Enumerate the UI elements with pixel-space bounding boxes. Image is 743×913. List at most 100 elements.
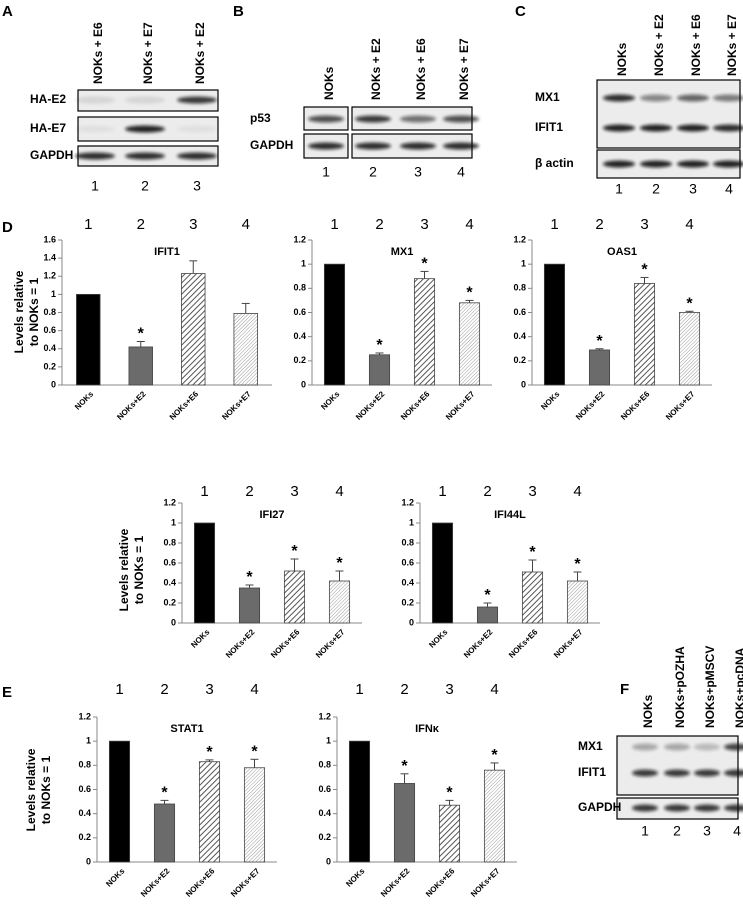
x-tick-label: NOKs+E6 bbox=[168, 389, 201, 422]
significance-star: * bbox=[686, 296, 693, 313]
blot-band bbox=[677, 124, 709, 132]
lane-number: 3 bbox=[189, 216, 197, 233]
chart-title: MX1 bbox=[391, 246, 414, 258]
x-tick-label: NOKs bbox=[427, 627, 449, 649]
x-tick-label: NOKs+E2 bbox=[574, 389, 607, 422]
significance-star: * bbox=[251, 744, 258, 761]
y-tick-label: 0.2 bbox=[401, 597, 414, 607]
y-tick-label: 1 bbox=[86, 736, 91, 746]
lane-number: 2 bbox=[141, 178, 149, 194]
y-tick-label: 0.8 bbox=[293, 283, 306, 293]
blot-band bbox=[677, 94, 709, 102]
y-tick-label: 0.8 bbox=[318, 760, 331, 770]
significance-star: * bbox=[206, 744, 213, 761]
lane-label: NOKs + E7 bbox=[457, 38, 471, 100]
y-tick-label: 0.6 bbox=[513, 307, 526, 317]
lane-label: NOKs + E2 bbox=[193, 22, 207, 84]
lane-number: 3 bbox=[193, 178, 201, 194]
lane-number: 1 bbox=[641, 823, 649, 839]
x-tick-label: NOKs bbox=[539, 389, 561, 411]
blot-box bbox=[596, 79, 741, 149]
blot-band bbox=[724, 804, 743, 812]
blot-band bbox=[355, 142, 391, 150]
significance-star: * bbox=[291, 543, 298, 560]
x-tick-label: NOKs bbox=[344, 866, 366, 888]
blot-band bbox=[177, 96, 217, 104]
blot-band bbox=[355, 115, 391, 123]
blot-band bbox=[664, 804, 690, 812]
x-tick-label: NOKs+E2 bbox=[224, 627, 257, 660]
y-tick-label: 0 bbox=[409, 617, 414, 627]
x-tick-label: NOKs+E7 bbox=[469, 866, 502, 899]
blot-band bbox=[75, 125, 115, 133]
lane-number: 2 bbox=[652, 181, 660, 197]
y-tick-label: 0.6 bbox=[293, 307, 306, 317]
y-tick-label: 0.4 bbox=[163, 577, 176, 587]
y-tick-label: 0.4 bbox=[401, 577, 414, 587]
lane-number: 3 bbox=[528, 483, 536, 500]
bar bbox=[431, 522, 454, 624]
row-label: HA-E2 bbox=[30, 92, 66, 106]
x-tick-label: NOKs+E6 bbox=[507, 627, 540, 660]
row-label: β actin bbox=[535, 156, 574, 170]
lane-number: 3 bbox=[703, 823, 711, 839]
x-tick-label: NOKs+E2 bbox=[139, 866, 172, 899]
y-tick-label: 1 bbox=[521, 259, 526, 269]
lane-number: 4 bbox=[465, 216, 473, 233]
y-tick-label: 1.4 bbox=[43, 253, 56, 263]
blot-band bbox=[640, 160, 672, 168]
chart-title: IFIT1 bbox=[154, 246, 180, 258]
bar bbox=[476, 606, 499, 624]
x-tick-label: NOKs bbox=[319, 389, 341, 411]
x-tick-label: NOKs+E6 bbox=[619, 389, 652, 422]
x-tick-label: NOKs bbox=[189, 627, 211, 649]
y-axis-label: Levels relative bbox=[24, 748, 38, 831]
row-label: GAPDH bbox=[250, 138, 293, 152]
x-tick-label: NOKs+E7 bbox=[444, 389, 477, 422]
x-tick-label: NOKs bbox=[73, 389, 95, 411]
significance-star: * bbox=[376, 337, 383, 354]
panel-letter: B bbox=[233, 3, 244, 20]
row-label: HA-E7 bbox=[30, 121, 66, 135]
lane-label: NOKs bbox=[615, 42, 629, 76]
y-tick-label: 0.4 bbox=[513, 331, 526, 341]
lane-label: NOKs + E6 bbox=[91, 22, 105, 84]
row-label: IFIT1 bbox=[578, 765, 606, 779]
bar bbox=[328, 580, 351, 624]
y-tick-label: 0.2 bbox=[43, 361, 56, 371]
blot-band bbox=[75, 152, 115, 160]
bar bbox=[181, 273, 206, 386]
lane-number: 3 bbox=[420, 216, 428, 233]
x-tick-label: NOKs+E2 bbox=[354, 389, 387, 422]
row-label: MX1 bbox=[535, 90, 560, 104]
blot-band bbox=[640, 94, 672, 102]
blot-band bbox=[443, 142, 479, 150]
lane-label: NOKs + E6 bbox=[414, 38, 428, 100]
y-tick-label: 0.8 bbox=[43, 307, 56, 317]
chart-title: STAT1 bbox=[170, 723, 203, 735]
row-label: MX1 bbox=[578, 739, 603, 753]
y-tick-label: 0.4 bbox=[293, 331, 306, 341]
blot-band bbox=[664, 743, 690, 751]
lane-number: 1 bbox=[355, 681, 363, 698]
lane-number: 4 bbox=[335, 483, 343, 500]
y-tick-label: 0 bbox=[171, 617, 176, 627]
panel-letter: E bbox=[2, 684, 12, 701]
x-tick-label: NOKs+E7 bbox=[229, 866, 262, 899]
lane-number: 3 bbox=[290, 483, 298, 500]
lane-label: NOKs+pMSCV bbox=[703, 646, 717, 728]
y-tick-label: 1.2 bbox=[401, 497, 414, 507]
bar bbox=[323, 263, 346, 386]
lane-number: 2 bbox=[160, 681, 168, 698]
significance-star: * bbox=[641, 262, 648, 279]
lane-number: 2 bbox=[400, 681, 408, 698]
y-tick-label: 1.2 bbox=[78, 711, 91, 721]
bar bbox=[198, 761, 221, 863]
blot-band bbox=[177, 152, 217, 160]
y-tick-label: 0 bbox=[51, 379, 56, 389]
blot-band bbox=[400, 115, 436, 123]
blot-band bbox=[677, 160, 709, 168]
bar bbox=[108, 740, 131, 863]
bar bbox=[438, 804, 461, 863]
